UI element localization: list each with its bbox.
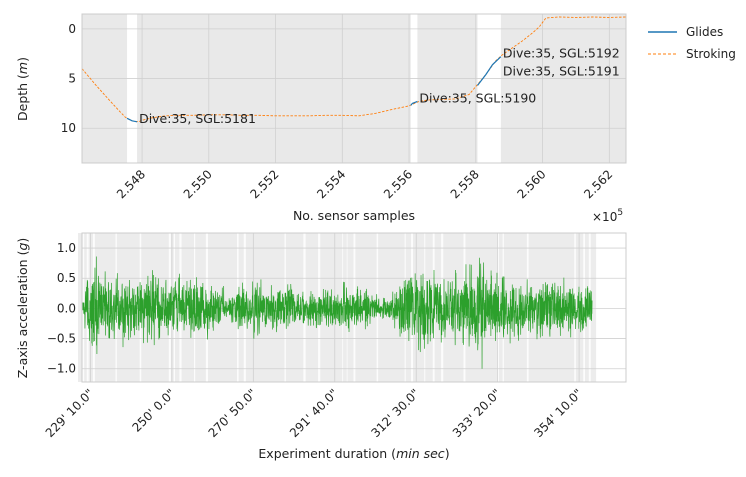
x-tick-label: 2.556	[381, 167, 415, 201]
dive-annotation: Dive:35, SGL:5191	[503, 64, 620, 79]
glides-line	[410, 100, 418, 106]
x-tick-label: 2.548	[114, 167, 148, 201]
glides-line	[477, 56, 502, 86]
x-tick-label: 270' 50.0"	[206, 386, 260, 440]
stroking-line	[81, 16, 627, 123]
acceleration-y-axis-label: Z-axis acceleration (g)	[15, 238, 30, 379]
dive-annotation: Dive:35, SGL:5192	[503, 46, 620, 61]
y-tick-label: −0.5	[47, 332, 76, 346]
x-tick-label: 333' 20.0"	[450, 386, 504, 440]
shaded-span	[137, 14, 411, 163]
depth-plot-frame	[81, 13, 627, 164]
glides-line	[126, 117, 138, 123]
x-tick-label: 2.562	[581, 167, 615, 201]
legend-stroking-label: Stroking	[686, 47, 736, 61]
y-tick-label: 5	[68, 72, 76, 86]
y-tick-label: 1.0	[57, 241, 76, 255]
acceleration-chart: 229' 10.0" 250' 0.0" 270' 50.0" 291' 40.0" 3…	[15, 232, 627, 461]
x-tick-label: 250' 0.0"	[130, 386, 179, 435]
x-tick-label: 291' 40.0"	[287, 386, 341, 440]
legend: Glides Stroking	[648, 25, 736, 61]
shaded-span	[417, 14, 478, 163]
y-tick-label: 0	[68, 22, 76, 36]
shaded-span	[82, 14, 128, 163]
acceleration-plot-frame	[81, 232, 627, 383]
x-tick-label: 312' 30.0"	[368, 386, 422, 440]
x-tick-label: 2.558	[448, 167, 482, 201]
y-tick-label: 0.5	[57, 271, 76, 285]
legend-glides-label: Glides	[686, 25, 723, 39]
depth-x-axis-label: No. sensor samples	[293, 208, 415, 223]
shaded-gap	[284, 233, 286, 382]
y-tick-label: 10	[61, 121, 76, 135]
x-tick-label: 2.550	[181, 167, 215, 201]
x-tick-label: 2.560	[514, 167, 548, 201]
dive-annotation: Dive:35, SGL:5181	[139, 111, 256, 126]
depth-x-scale-label: ×105	[592, 208, 623, 224]
y-tick-label: −1.0	[47, 362, 76, 376]
dive-annotation: Dive:35, SGL:5190	[419, 90, 536, 105]
depth-y-axis-label: Depth (m)	[15, 57, 30, 121]
y-tick-label: 0.0	[57, 301, 76, 315]
x-tick-label: 354' 10.0"	[531, 386, 585, 440]
acceleration-line	[81, 256, 593, 369]
shaded-span	[500, 14, 626, 163]
acceleration-x-axis-label: Experiment duration (min sec)	[258, 446, 449, 461]
x-tick-label: 2.552	[247, 167, 281, 201]
x-tick-label: 229' 10.0"	[43, 386, 97, 440]
depth-chart: Dive:35, SGL:5181 Dive:35, SGL:5190 Dive:3…	[15, 13, 627, 224]
x-tick-label: 2.554	[314, 167, 348, 201]
